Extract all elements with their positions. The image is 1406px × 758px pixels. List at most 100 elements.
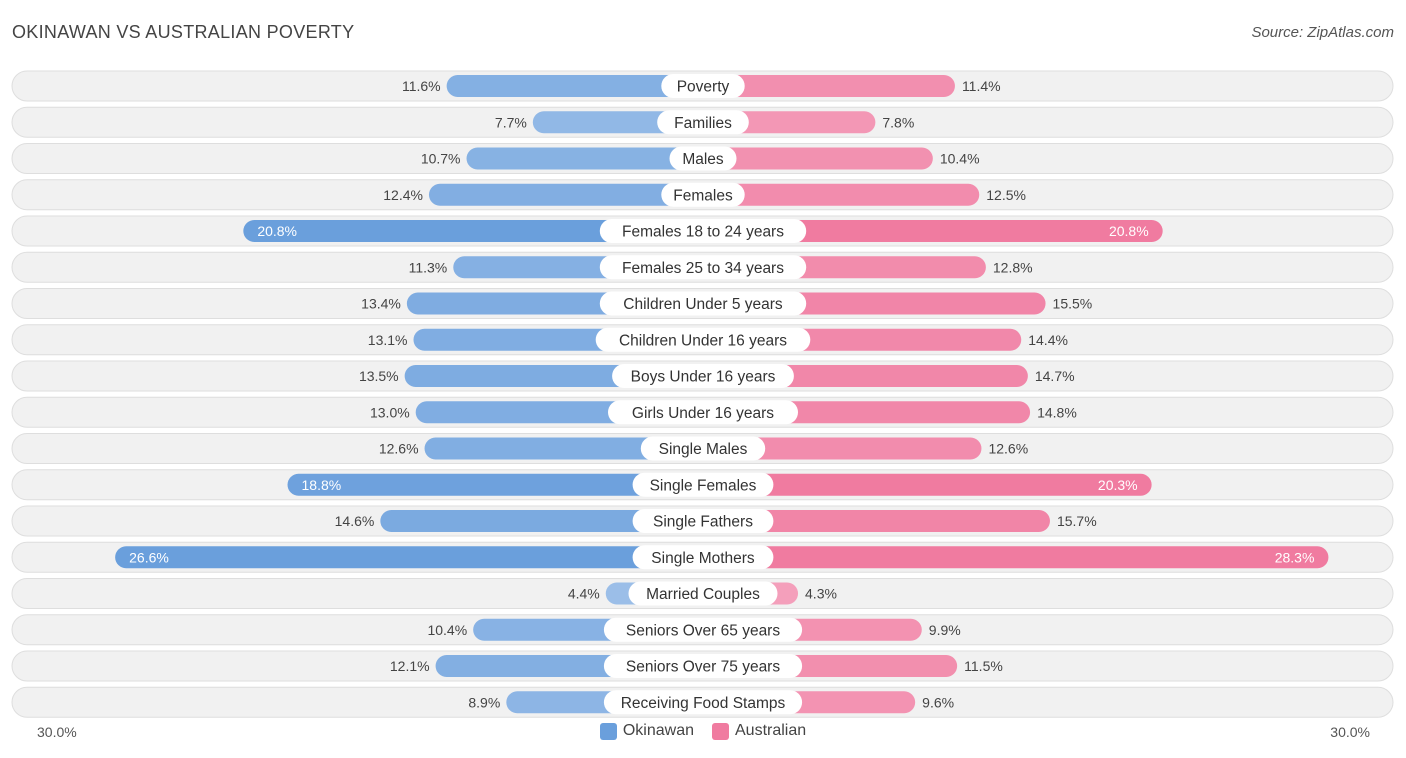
bar-okinawan bbox=[446, 75, 703, 97]
value-label-australian: 9.9% bbox=[929, 622, 961, 638]
value-label-australian: 9.6% bbox=[922, 694, 954, 710]
category-label-background bbox=[599, 255, 807, 280]
category-label: Females 18 to 24 years bbox=[622, 224, 784, 241]
value-label-okinawan: 4.4% bbox=[568, 586, 600, 602]
bar-okinawan bbox=[243, 220, 703, 242]
bar-australian bbox=[703, 510, 1050, 532]
value-label-australian: 12.6% bbox=[988, 441, 1028, 457]
bar-australian bbox=[703, 546, 1329, 569]
value-label-okinawan: 11.6% bbox=[402, 78, 441, 94]
category-label-background bbox=[628, 581, 778, 606]
category-label-background bbox=[657, 110, 749, 135]
value-label-okinawan: 13.0% bbox=[370, 404, 410, 420]
category-label: Seniors Over 75 years bbox=[626, 659, 780, 676]
chart-source: Source: ZipAtlas.com bbox=[1251, 24, 1394, 41]
value-label-okinawan: 13.1% bbox=[368, 332, 408, 348]
value-label-okinawan: 12.6% bbox=[379, 441, 419, 457]
value-label-okinawan: 12.4% bbox=[383, 187, 423, 203]
bar-australian bbox=[703, 183, 980, 206]
category-label-background bbox=[632, 545, 774, 570]
value-label-okinawan: 14.6% bbox=[335, 513, 375, 529]
category-label: Single Females bbox=[650, 477, 757, 494]
category-label: Boys Under 16 years bbox=[631, 369, 776, 386]
legend: Okinawan Australian bbox=[0, 722, 1406, 740]
axis-right-label: 30.0% bbox=[1330, 724, 1370, 740]
value-label-australian: 28.3% bbox=[1275, 549, 1315, 565]
bar-australian bbox=[703, 220, 1163, 242]
value-label-okinawan: 7.7% bbox=[495, 114, 527, 130]
value-label-australian: 4.3% bbox=[805, 586, 837, 602]
value-label-okinawan: 10.7% bbox=[421, 151, 461, 167]
axis-left-label: 30.0% bbox=[37, 724, 77, 740]
category-label: Children Under 5 years bbox=[623, 296, 783, 313]
bar-australian bbox=[703, 437, 982, 460]
category-label-background bbox=[661, 74, 745, 98]
category-label-background bbox=[603, 654, 803, 678]
bar-okinawan bbox=[428, 183, 703, 206]
category-label-background bbox=[661, 182, 745, 207]
category-label-background bbox=[599, 219, 807, 243]
value-label-okinawan: 10.4% bbox=[427, 622, 467, 638]
value-label-australian: 14.7% bbox=[1035, 368, 1075, 384]
category-label-background bbox=[632, 472, 774, 497]
bar-okinawan bbox=[466, 147, 703, 170]
category-label-background bbox=[603, 690, 803, 715]
bar-australian bbox=[703, 147, 933, 170]
legend-item-australian[interactable]: Australian bbox=[712, 722, 806, 740]
legend-item-okinawan[interactable]: Okinawan bbox=[599, 722, 694, 740]
value-label-okinawan: 13.4% bbox=[361, 296, 401, 312]
chart-title: OKINAWAN VS AUSTRALIAN POVERTY bbox=[12, 22, 355, 42]
value-label-australian: 15.5% bbox=[1053, 296, 1093, 312]
value-label-australian: 7.8% bbox=[882, 114, 914, 130]
bar-okinawan bbox=[380, 510, 703, 532]
value-label-australian: 11.5% bbox=[964, 658, 1003, 674]
category-label: Poverty bbox=[677, 79, 730, 96]
category-label: Families bbox=[674, 115, 732, 132]
category-label: Single Mothers bbox=[651, 550, 755, 567]
category-label: Single Fathers bbox=[653, 514, 753, 531]
category-label: Children Under 16 years bbox=[619, 332, 787, 349]
category-label: Females bbox=[673, 187, 733, 204]
value-label-australian: 11.4% bbox=[962, 78, 1001, 94]
legend-label-okinawan: Okinawan bbox=[622, 722, 694, 739]
bar-okinawan bbox=[287, 473, 703, 496]
value-label-australian: 20.8% bbox=[1109, 223, 1149, 239]
category-label-background bbox=[669, 146, 737, 171]
value-label-australian: 15.7% bbox=[1057, 513, 1097, 529]
legend-swatch-australian bbox=[712, 722, 729, 740]
value-label-australian: 10.4% bbox=[940, 151, 980, 167]
bar-australian bbox=[703, 473, 1152, 496]
category-label-background bbox=[603, 617, 803, 642]
category-label-background bbox=[595, 327, 811, 352]
value-label-okinawan: 26.6% bbox=[129, 549, 169, 565]
category-label-background bbox=[608, 400, 798, 425]
value-label-okinawan: 11.3% bbox=[409, 259, 448, 275]
category-label: Single Males bbox=[659, 441, 748, 458]
category-label: Receiving Food Stamps bbox=[621, 695, 786, 712]
bar-okinawan bbox=[424, 437, 703, 460]
category-label-background bbox=[599, 291, 807, 316]
category-label-background bbox=[612, 364, 794, 388]
bar-okinawan bbox=[115, 546, 703, 569]
value-label-australian: 12.8% bbox=[993, 259, 1033, 275]
value-label-australian: 14.4% bbox=[1028, 332, 1068, 348]
legend-swatch-okinawan bbox=[599, 722, 617, 740]
value-label-okinawan: 12.1% bbox=[390, 658, 430, 674]
value-label-australian: 14.8% bbox=[1037, 404, 1077, 420]
category-label: Females 25 to 34 years bbox=[622, 260, 784, 277]
category-label-background bbox=[640, 436, 766, 461]
value-label-okinawan: 8.9% bbox=[468, 694, 500, 710]
legend-label-australian: Australian bbox=[735, 722, 807, 739]
value-label-okinawan: 20.8% bbox=[257, 223, 297, 239]
value-label-okinawan: 13.5% bbox=[359, 368, 399, 384]
category-label: Married Couples bbox=[646, 586, 760, 603]
category-label: Males bbox=[682, 151, 724, 168]
bar-australian bbox=[703, 75, 955, 97]
category-label: Girls Under 16 years bbox=[632, 405, 774, 422]
value-label-okinawan: 18.8% bbox=[302, 477, 342, 493]
value-label-australian: 20.3% bbox=[1098, 477, 1138, 493]
category-label: Seniors Over 65 years bbox=[626, 622, 780, 639]
category-label-background bbox=[632, 509, 774, 533]
